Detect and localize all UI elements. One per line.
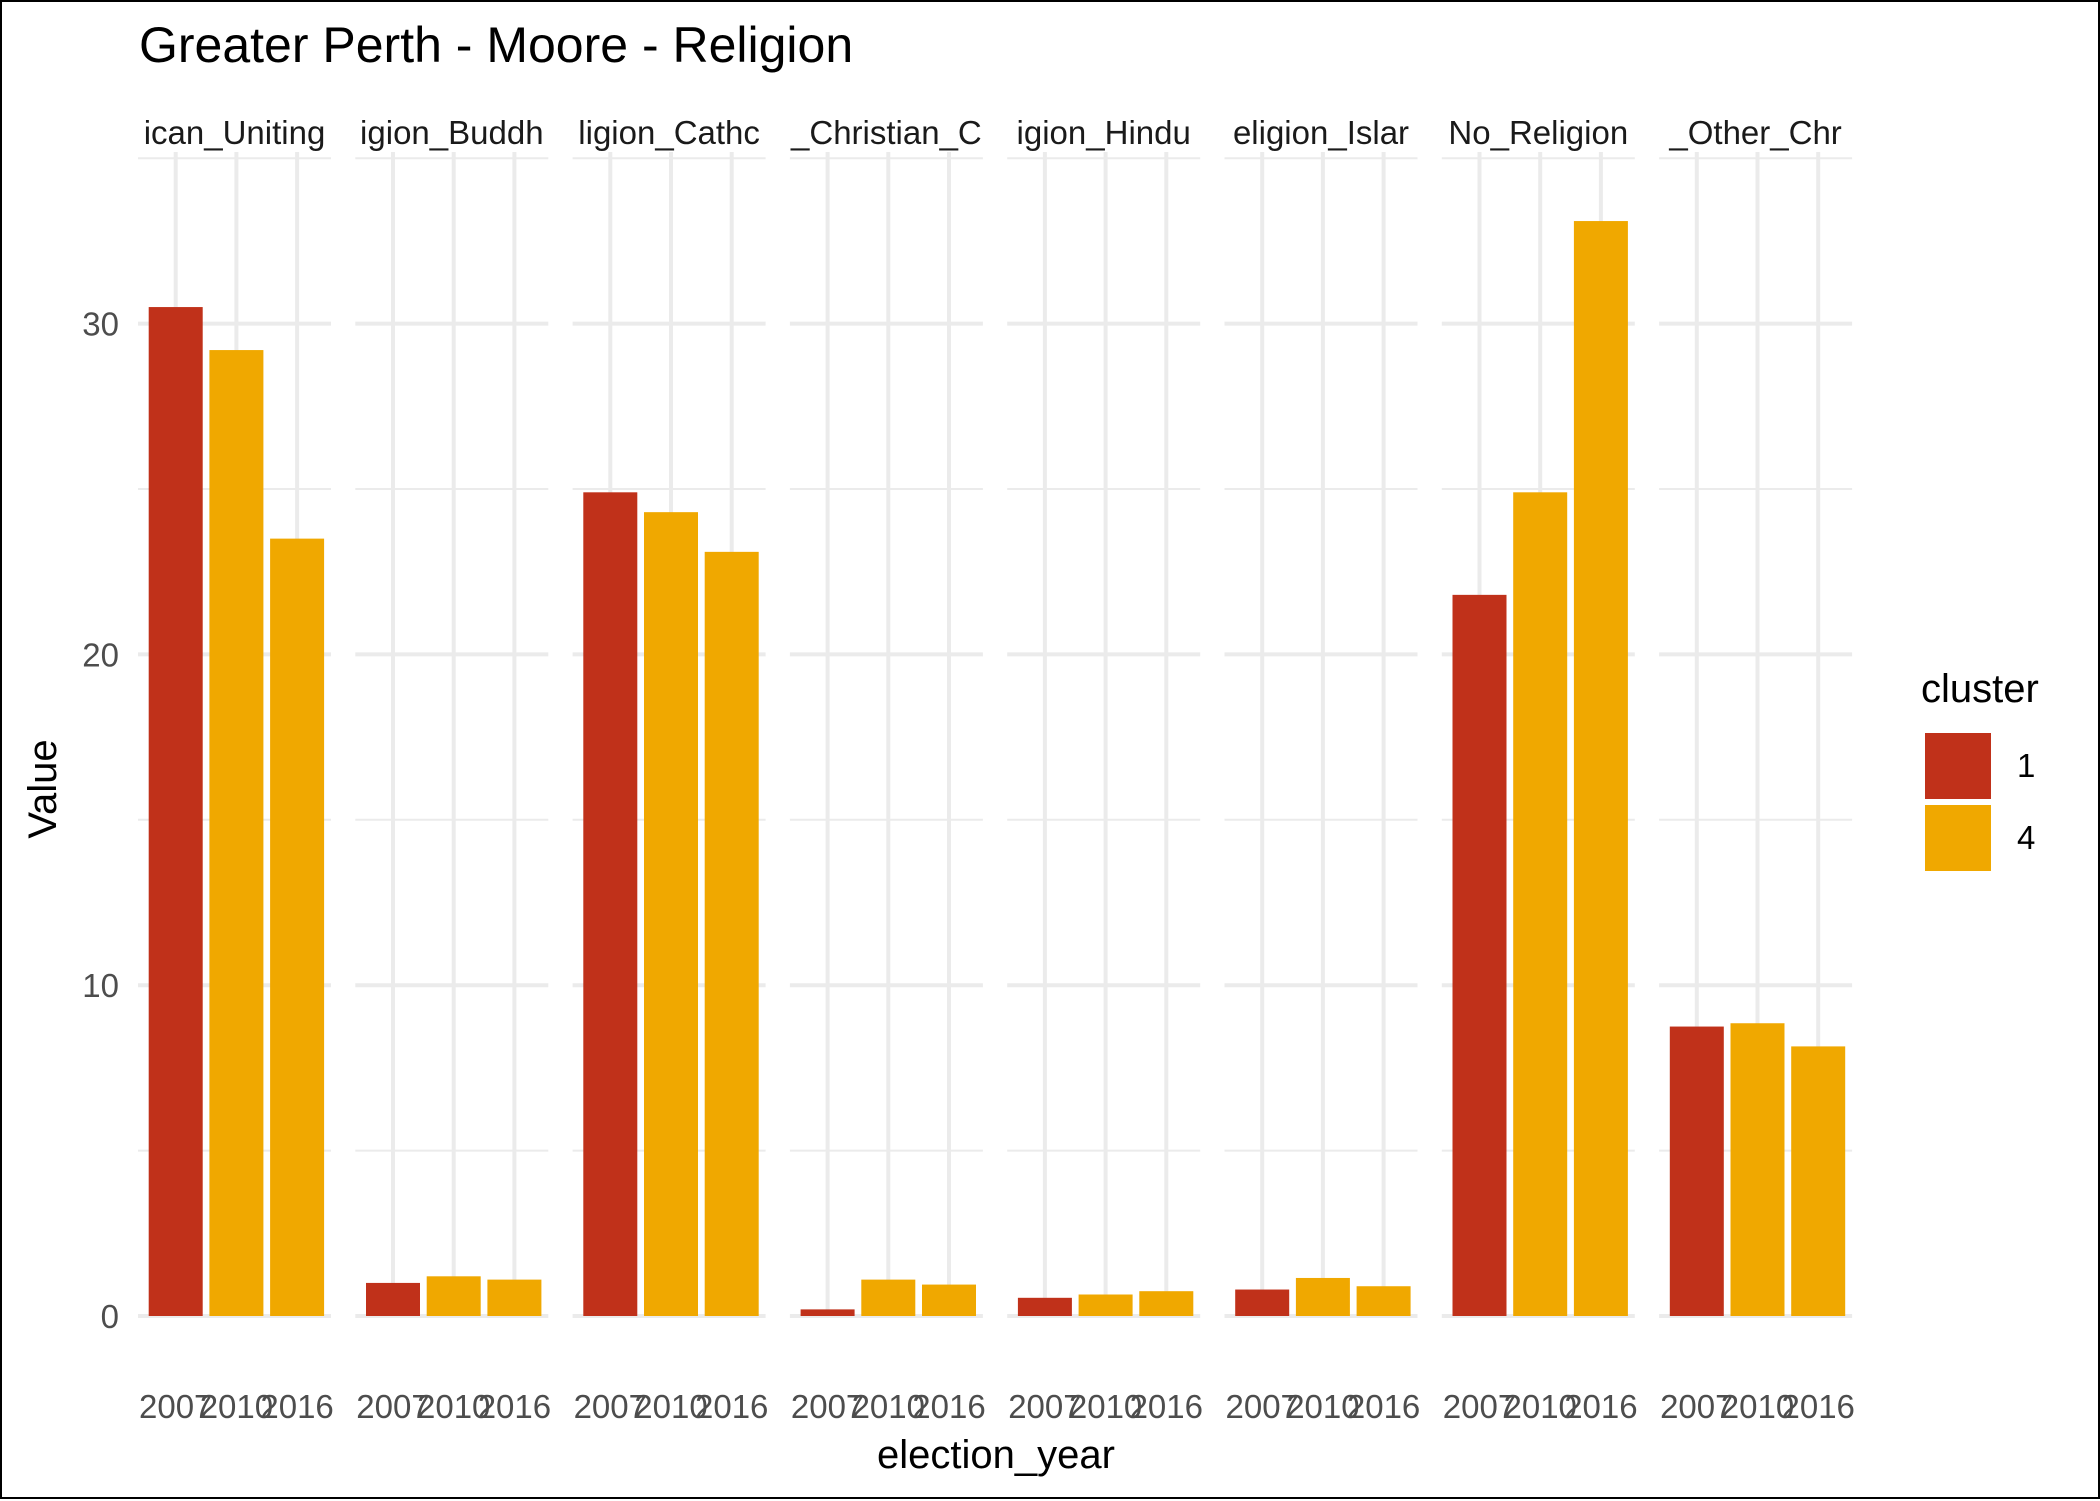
y-tick-label: 30 [82, 306, 119, 343]
bar-3-2016 [704, 551, 759, 1316]
x-tick-label: 2016 [1347, 1388, 1420, 1425]
x-tick-label: 2010 [852, 1388, 925, 1425]
x-tick-label: 2007 [1660, 1388, 1733, 1425]
legend-label-cluster-1: 1 [2017, 747, 2035, 784]
x-tick-label: 2010 [1721, 1388, 1794, 1425]
x-axis-title: election_year [877, 1433, 1115, 1477]
x-tick-label: 2010 [200, 1388, 273, 1425]
x-tick-label: 2016 [478, 1388, 551, 1425]
x-tick-label: 2016 [1564, 1388, 1637, 1425]
bar-5-2007 [1017, 1297, 1072, 1316]
legend-title: cluster [1921, 667, 2039, 711]
y-tick-label: 0 [101, 1298, 119, 1335]
x-tick-label: 2016 [1130, 1388, 1203, 1425]
bar-7-2016 [1573, 221, 1628, 1316]
x-tick-label: 2007 [791, 1388, 864, 1425]
facet-strip-label: ligion_Cathc [578, 114, 760, 151]
strip-layer: ican_Uniting igion_Buddh ligion_Cathc _Chri… [144, 114, 1842, 151]
bar-8-2016 [1791, 1046, 1846, 1316]
bar-7-2010 [1513, 492, 1568, 1317]
bar-5-2010 [1078, 1294, 1133, 1316]
bar-5-2016 [1139, 1291, 1194, 1316]
bar-7-2007 [1452, 594, 1507, 1316]
bar-1-2007 [148, 307, 203, 1316]
x-tick-label: 2010 [1503, 1388, 1576, 1425]
x-tick-label: 2007 [1443, 1388, 1516, 1425]
x-tick-label: 2010 [1286, 1388, 1359, 1425]
bar-6-2010 [1295, 1277, 1350, 1316]
bar-6-2007 [1235, 1289, 1290, 1316]
chart-title: Greater Perth - Moore - Religion [139, 17, 853, 73]
facet-strip-label: igion_Buddh [360, 114, 544, 151]
bar-2-2007 [366, 1282, 420, 1316]
bar-4-2016 [922, 1284, 976, 1316]
bar-6-2016 [1356, 1286, 1411, 1316]
facet-strip-label: _Christian_C [790, 114, 982, 151]
bar-3-2010 [644, 512, 698, 1316]
facet-strip-label: igion_Hindu [1017, 114, 1191, 151]
bar-8-2010 [1730, 1023, 1785, 1316]
y-tick-label: 20 [82, 636, 119, 673]
bar-8-2007 [1669, 1026, 1724, 1316]
x-tick-label: 2007 [356, 1388, 429, 1425]
bar-4-2007 [800, 1309, 855, 1316]
x-tick-label: 2007 [1225, 1388, 1298, 1425]
x-tick-label: 2007 [1008, 1388, 1081, 1425]
bar-4-2010 [861, 1279, 916, 1316]
x-tick-label: 2016 [695, 1388, 768, 1425]
x-tick-label: 2010 [1069, 1388, 1142, 1425]
bar-layer [148, 221, 1846, 1317]
x-tick-label: 2010 [417, 1388, 490, 1425]
bar-2-2016 [487, 1279, 542, 1316]
x-tick-label: 2007 [574, 1388, 647, 1425]
facet-strip-label: ican_Uniting [144, 114, 326, 151]
legend-label-cluster-4: 4 [2017, 819, 2035, 856]
bar-1-2016 [270, 538, 325, 1316]
x-tick-label: 2007 [139, 1388, 212, 1425]
x-tick-label: 2016 [1781, 1388, 1854, 1425]
facet-strip-label: _Other_Chr [1668, 114, 1841, 151]
y-tick-label: 10 [82, 967, 119, 1004]
bar-3-2007 [583, 492, 638, 1317]
y-axis-title: Value [21, 739, 65, 838]
facet-strip-label: eligion_Islar [1233, 114, 1409, 151]
x-tick-label: 2010 [634, 1388, 707, 1425]
legend-key-cluster-1 [1925, 733, 1991, 799]
x-tick-label: 2016 [912, 1388, 985, 1425]
bar-1-2010 [209, 350, 264, 1317]
x-tick-label: 2016 [260, 1388, 333, 1425]
y-axis-ticks: 0 10 20 30 [82, 306, 119, 1335]
legend: cluster 1 4 [1921, 667, 2039, 871]
bar-2-2010 [426, 1276, 481, 1316]
legend-key-cluster-4 [1925, 805, 1991, 871]
facet-strip-label: No_Religion [1448, 114, 1628, 151]
